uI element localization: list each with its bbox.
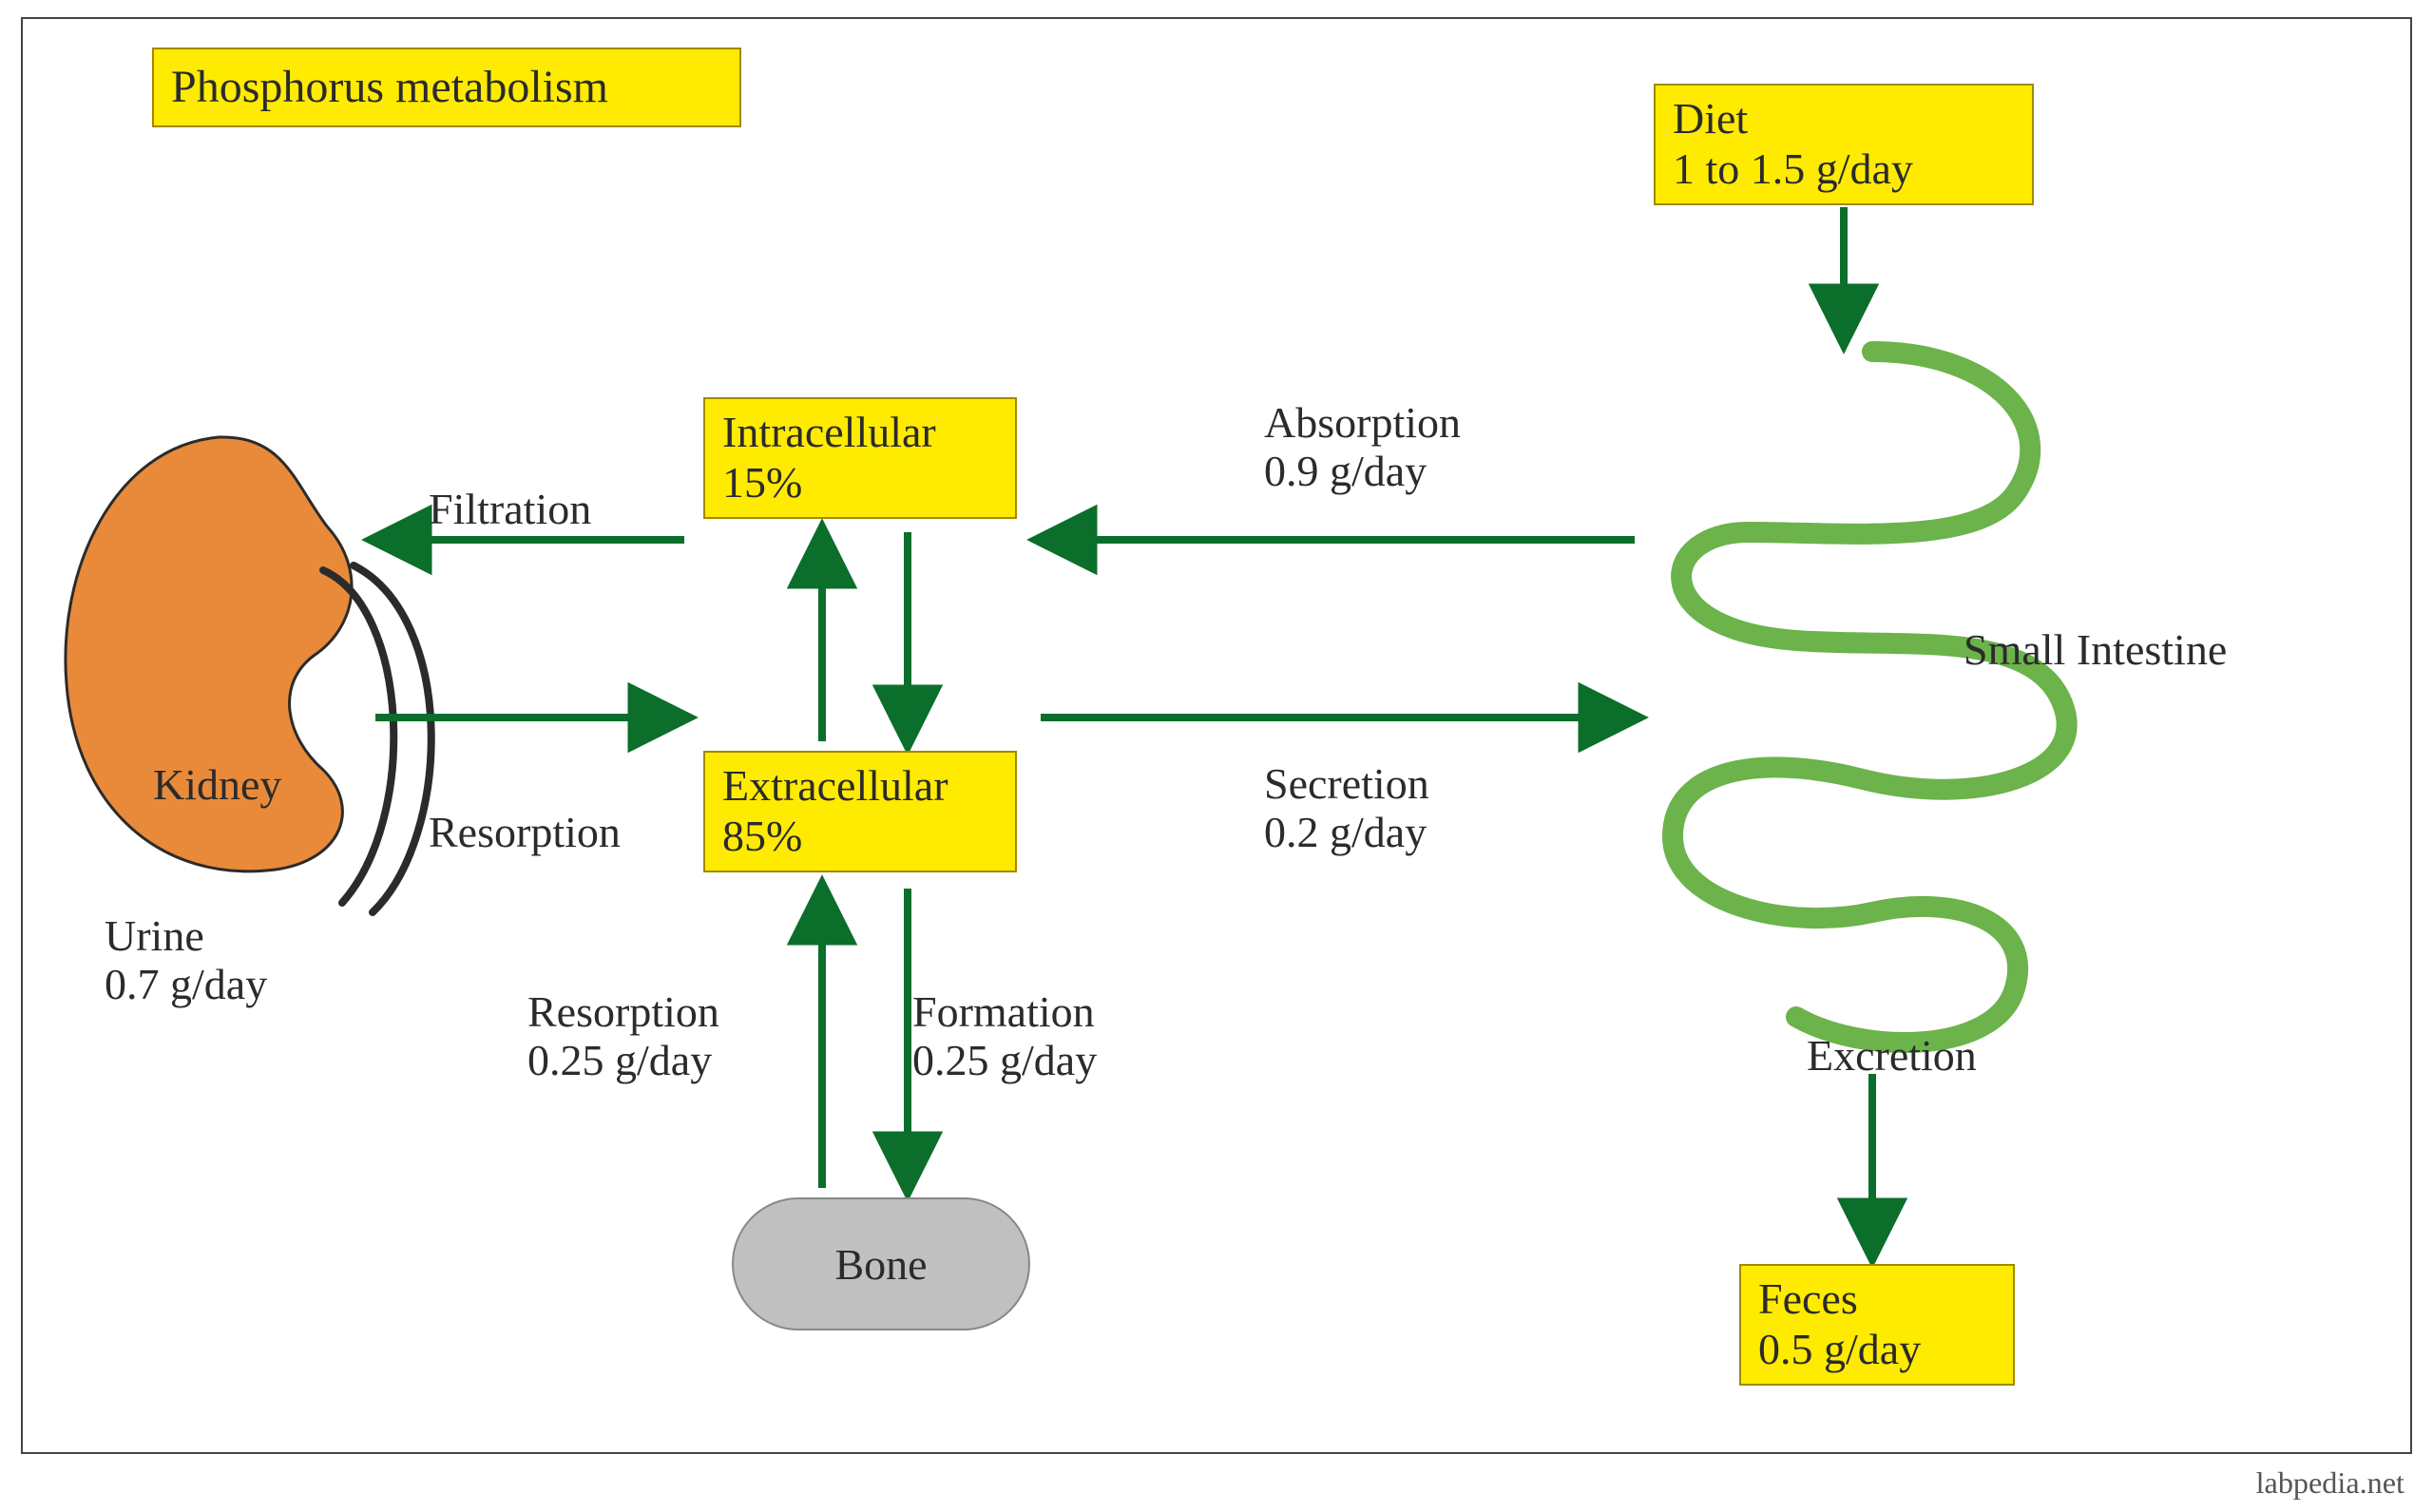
node-intracellular: Intracellular 15% <box>703 397 1017 519</box>
diagram-stage: Phosphorus metabolism Diet 1 to 1.5 g/da… <box>0 0 2433 1512</box>
bone-label: Bone <box>834 1239 927 1290</box>
label-bone-formation: Formation 0.25 g/day <box>912 988 1097 1084</box>
label-kidney-text: Kidney <box>153 760 281 809</box>
extracellular-line1: Extracellular <box>722 761 998 812</box>
watermark: labpedia.net <box>2256 1465 2404 1501</box>
title-text: Phosphorus metabolism <box>171 61 722 113</box>
label-kidney: Kidney <box>109 713 281 857</box>
intracellular-line2: 15% <box>722 458 998 508</box>
label-absorption: Absorption 0.9 g/day <box>1264 399 1461 495</box>
node-feces: Feces 0.5 g/day <box>1739 1264 2015 1386</box>
diet-line1: Diet <box>1673 94 2015 144</box>
feces-line1: Feces <box>1758 1274 1996 1325</box>
label-resorption: Resorption <box>385 760 621 905</box>
label-excretion: Excretion <box>1763 984 1977 1128</box>
watermark-text: labpedia.net <box>2256 1465 2404 1500</box>
label-urine: Urine 0.7 g/day <box>105 912 267 1008</box>
label-excretion-text: Excretion <box>1807 1031 1977 1080</box>
outer-frame <box>21 17 2412 1454</box>
intracellular-line1: Intracellular <box>722 408 998 458</box>
label-small-intestine-text: Small Intestine <box>1964 625 2227 674</box>
label-bone-resorption: Resorption 0.25 g/day <box>527 988 719 1084</box>
node-extracellular: Extracellular 85% <box>703 751 1017 872</box>
diet-line2: 1 to 1.5 g/day <box>1673 144 2015 195</box>
label-filtration-text: Filtration <box>429 485 591 533</box>
title-box: Phosphorus metabolism <box>152 48 741 127</box>
feces-line2: 0.5 g/day <box>1758 1325 1996 1375</box>
label-filtration: Filtration <box>385 437 591 582</box>
label-small-intestine: Small Intestine <box>1920 578 2227 722</box>
node-bone: Bone <box>732 1197 1030 1330</box>
extracellular-line2: 85% <box>722 812 998 862</box>
node-diet: Diet 1 to 1.5 g/day <box>1654 84 2034 205</box>
label-secretion: Secretion 0.2 g/day <box>1264 760 1429 856</box>
label-resorption-text: Resorption <box>429 808 621 856</box>
